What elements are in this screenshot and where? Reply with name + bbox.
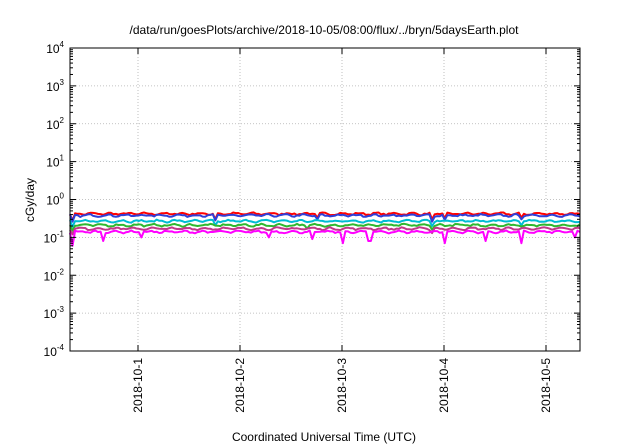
x-axis-label: Coordinated Universal Time (UTC) xyxy=(232,430,416,444)
y-tick-label: 10-3 xyxy=(44,305,65,321)
y-tick-exponent: 0 xyxy=(60,192,65,201)
x-tick-label: 2018-10-5 xyxy=(539,358,553,413)
x-tick-label: 2018-10-3 xyxy=(335,358,349,413)
y-tick-label: 102 xyxy=(46,116,64,132)
y-tick-label: 10-1 xyxy=(44,229,65,245)
tick-marks xyxy=(70,47,580,352)
series-line xyxy=(69,222,581,232)
y-tick-exponent: -1 xyxy=(57,229,65,238)
series-line xyxy=(69,229,581,247)
chart-title: /data/run/goesPlots/archive/2018-10-05/0… xyxy=(130,23,520,37)
y-tick-base: 10 xyxy=(46,118,60,132)
y-tick-exponent: 2 xyxy=(60,116,65,125)
y-tick-exponent: 3 xyxy=(60,78,65,87)
y-axis-label: cGy/day xyxy=(23,178,37,222)
series-layer xyxy=(69,211,581,247)
y-tick-exponent: -2 xyxy=(57,267,65,276)
x-tick-label: 2018-10-1 xyxy=(131,358,145,413)
x-tick-labels: 2018-10-1 2018-10-2 2018-10-3 2018-10-4 2018… xyxy=(131,358,553,413)
y-tick-label: 10-4 xyxy=(44,343,65,359)
y-tick-exponent: 4 xyxy=(60,40,65,49)
y-tick-base: 10 xyxy=(44,231,58,245)
y-tick-label: 104 xyxy=(46,40,64,56)
series-line xyxy=(69,218,581,228)
y-tick-label: 100 xyxy=(46,192,64,208)
y-tick-exponent: 1 xyxy=(60,154,65,163)
y-tick-base: 10 xyxy=(46,156,60,170)
series-line xyxy=(69,226,581,236)
x-tick-label: 2018-10-4 xyxy=(437,358,451,413)
grid xyxy=(70,47,580,352)
y-tick-base: 10 xyxy=(44,307,58,321)
y-tick-label: 101 xyxy=(46,154,64,170)
series-line xyxy=(69,213,581,223)
y-tick-exponent: -4 xyxy=(57,343,65,352)
y-tick-base: 10 xyxy=(46,80,60,94)
y-tick-base: 10 xyxy=(44,269,58,283)
y-tick-base: 10 xyxy=(46,42,60,56)
y-tick-base: 10 xyxy=(44,345,58,359)
y-tick-label: 10-2 xyxy=(44,267,65,283)
x-tick-label: 2018-10-2 xyxy=(233,358,247,413)
y-tick-base: 10 xyxy=(46,194,60,208)
y-tick-label: 103 xyxy=(46,78,64,94)
y-tick-exponent: -3 xyxy=(57,305,65,314)
